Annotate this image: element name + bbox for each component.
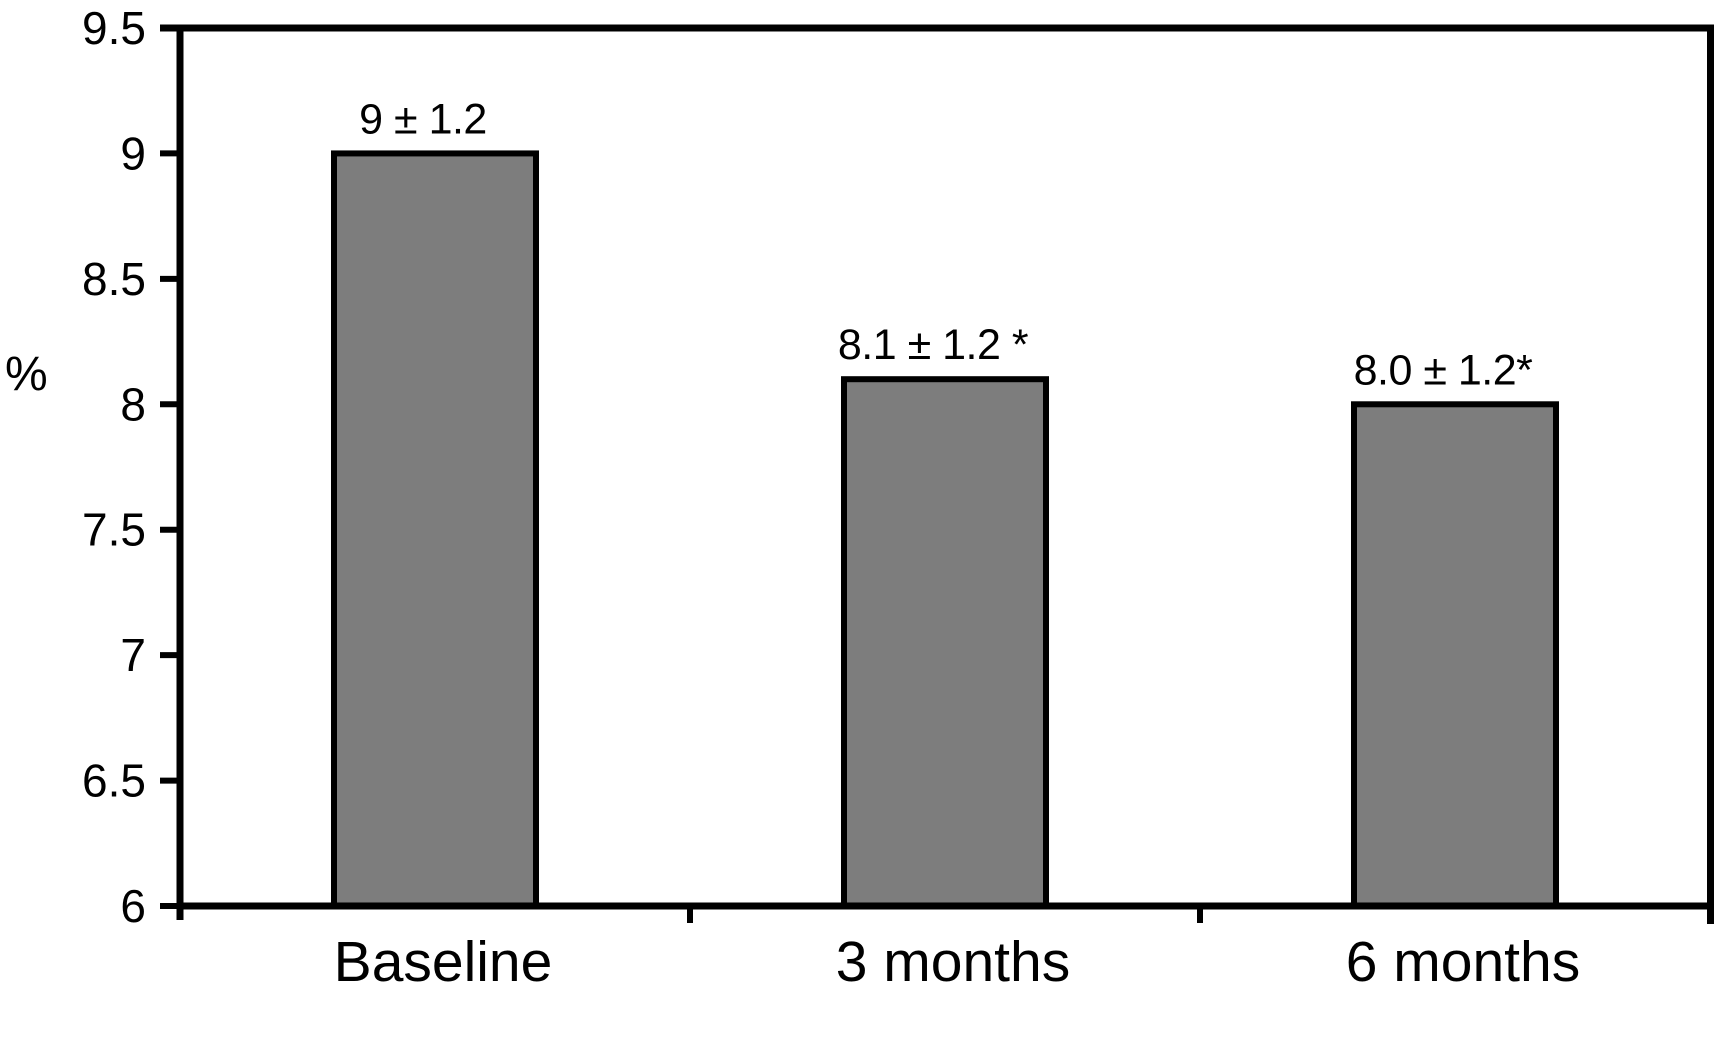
y-tick-label: 9.5	[82, 2, 146, 54]
y-tick-label: 7	[120, 629, 146, 681]
y-axis-label: %	[5, 348, 48, 401]
y-tick-label: 8	[120, 378, 146, 430]
y-tick-label: 7.5	[82, 504, 146, 556]
bar-baseline	[331, 150, 539, 909]
category-label: 3 months	[836, 930, 1070, 994]
y-tick-label: 8.5	[82, 253, 146, 305]
category-label: 6 months	[1346, 930, 1580, 994]
bar-value-label: 9 ± 1.2	[359, 95, 487, 143]
bar-value-label: 8.0 ± 1.2*	[1354, 346, 1534, 394]
bar-6-months	[1351, 401, 1559, 909]
bar-3-months	[841, 376, 1049, 909]
category-label: Baseline	[334, 930, 553, 994]
bar-value-label: 8.1 ± 1.2 *	[838, 321, 1029, 369]
y-tick-label: 6.5	[82, 755, 146, 807]
y-tick-label: 6	[120, 880, 146, 932]
y-tick-label: 9	[120, 127, 146, 179]
